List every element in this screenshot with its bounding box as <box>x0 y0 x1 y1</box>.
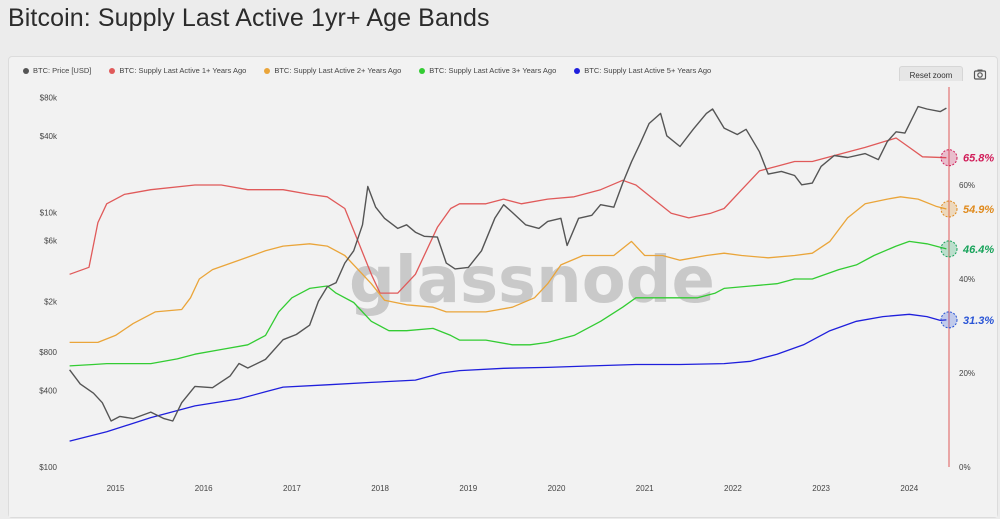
x-tick-label: 2022 <box>724 484 742 493</box>
legend-label-band2: BTC: Supply Last Active 2+ Years Ago <box>274 66 402 75</box>
x-tick-label: 2018 <box>371 484 389 493</box>
end-marker-1 <box>940 149 958 167</box>
x-tick-label: 2021 <box>636 484 654 493</box>
legend-label-band3: BTC: Supply Last Active 3+ Years Ago <box>429 66 557 75</box>
y-right-tick-label: 40% <box>959 275 975 284</box>
end-value-label: 31.3% <box>963 315 994 327</box>
y-left-tick-label: $10k <box>40 208 58 217</box>
end-marker-4 <box>940 311 958 329</box>
series-line-band5 <box>69 313 947 442</box>
legend-marker-band1 <box>109 67 116 74</box>
legend-item-band1[interactable]: BTC: Supply Last Active 1+ Years Ago <box>109 66 246 75</box>
series-line-band3 <box>69 240 947 367</box>
legend-item-band3[interactable]: BTC: Supply Last Active 3+ Years Ago <box>419 66 556 75</box>
legend-marker-band5 <box>574 67 581 74</box>
x-tick-label: 2015 <box>107 484 125 493</box>
legend-label-price: BTC: Price [USD] <box>33 66 92 75</box>
camera-icon[interactable] <box>973 67 987 81</box>
y-right-tick-label: 60% <box>959 181 975 190</box>
y-left-tick-label: $400 <box>39 386 57 395</box>
legend-item-price[interactable]: BTC: Price [USD] <box>23 66 91 75</box>
y-right-tick-label: 20% <box>959 369 975 378</box>
legend-item-band5[interactable]: BTC: Supply Last Active 5+ Years Ago <box>574 66 711 75</box>
x-tick-label: 2016 <box>195 484 213 493</box>
page-title: Bitcoin: Supply Last Active 1yr+ Age Ban… <box>8 4 490 32</box>
y-left-tick-label: $800 <box>39 348 57 357</box>
end-value-label: 46.4% <box>962 244 994 256</box>
x-tick-label: 2019 <box>459 484 477 493</box>
x-tick-label: 2020 <box>548 484 566 493</box>
legend-item-band2[interactable]: BTC: Supply Last Active 2+ Years Ago <box>264 66 401 75</box>
legend-label-band1: BTC: Supply Last Active 1+ Years Ago <box>119 66 247 75</box>
y-left-tick-label: $6k <box>44 237 58 246</box>
x-tick-label: 2023 <box>812 484 830 493</box>
legend-marker-band2 <box>264 67 271 74</box>
end-marker-3 <box>940 240 958 258</box>
x-tick-label: 2017 <box>283 484 301 493</box>
y-left-tick-label: $80k <box>40 94 58 103</box>
end-marker-2 <box>940 200 958 218</box>
legend-marker-band3 <box>419 67 426 74</box>
chart-card: BTC: Price [USD] BTC: Supply Last Active… <box>8 56 998 518</box>
end-value-label: 65.8% <box>963 153 994 165</box>
chart-legend: BTC: Price [USD] BTC: Supply Last Active… <box>23 66 711 75</box>
y-left-tick-label: $2k <box>44 297 58 306</box>
legend-label-band5: BTC: Supply Last Active 5+ Years Ago <box>584 66 712 75</box>
end-value-label: 54.9% <box>963 204 994 216</box>
series-line-band1 <box>69 137 947 294</box>
series-line-price <box>69 105 947 422</box>
y-right-tick-label: 0% <box>959 463 971 472</box>
legend-marker-price <box>23 67 29 74</box>
series-line-band2 <box>69 196 947 344</box>
chart-plot: glassnode$80k$40k$10k$6k$2k$800$400$1006… <box>9 81 997 517</box>
y-left-tick-label: $40k <box>40 132 58 141</box>
plot-background <box>9 81 997 517</box>
x-tick-label: 2024 <box>900 484 918 493</box>
y-left-tick-label: $100 <box>39 463 57 472</box>
